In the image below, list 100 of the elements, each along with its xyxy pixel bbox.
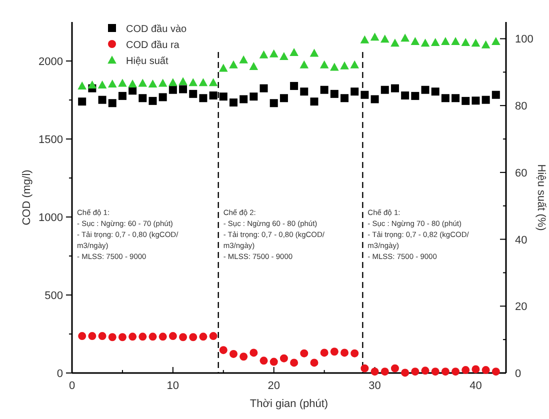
point: [360, 364, 369, 372]
y2-axis-title: Hiệu suất (%): [535, 164, 547, 231]
point: [98, 96, 106, 104]
point: [481, 40, 490, 48]
point: [219, 92, 228, 101]
point: [189, 90, 198, 98]
point: [370, 368, 379, 376]
point: [249, 62, 258, 70]
x-tick-label: 20: [268, 380, 280, 392]
point: [189, 333, 198, 342]
point: [471, 38, 480, 47]
point: [390, 84, 399, 92]
point: [128, 332, 137, 341]
point: [310, 48, 319, 57]
point: [78, 332, 86, 340]
point: [88, 332, 96, 340]
point: [168, 86, 177, 94]
point: [209, 91, 218, 100]
point: [209, 332, 218, 340]
point: [229, 350, 238, 358]
point: [380, 34, 390, 43]
point: [280, 94, 288, 102]
point: [300, 349, 308, 358]
point: [330, 90, 338, 98]
point: [390, 38, 400, 47]
point: [441, 94, 450, 102]
point: [482, 96, 490, 104]
point: [390, 364, 399, 372]
point: [370, 32, 380, 41]
point: [219, 346, 228, 354]
point: [421, 366, 430, 375]
legend-label: Hiệu suất: [126, 56, 168, 67]
y2-tick-label: 60: [515, 167, 528, 180]
point: [300, 88, 308, 96]
point: [461, 38, 470, 46]
point: [270, 99, 278, 108]
point: [441, 36, 450, 45]
point: [158, 332, 167, 341]
x-axis-title: Thời gian (phút): [250, 398, 328, 410]
point: [360, 35, 370, 44]
point: [240, 95, 248, 104]
point: [108, 99, 116, 108]
point: [430, 38, 440, 46]
x-tick-label: 10: [166, 380, 180, 392]
point: [431, 88, 440, 96]
point: [472, 365, 480, 374]
y2-tick-label: 40: [515, 234, 528, 246]
point: [340, 348, 349, 357]
point: [118, 333, 126, 342]
point: [118, 78, 127, 87]
point: [179, 333, 188, 342]
point: [290, 82, 298, 90]
point: [158, 93, 167, 102]
point: [340, 94, 349, 102]
point: [310, 98, 318, 106]
point: [78, 98, 86, 106]
y-tick-label: 1500: [38, 134, 63, 146]
point: [108, 333, 116, 342]
point: [229, 60, 238, 68]
point: [179, 85, 188, 94]
point: [441, 368, 450, 376]
y-tick-label: 2000: [38, 56, 63, 68]
point: [462, 366, 470, 374]
point: [138, 78, 148, 87]
point: [118, 92, 126, 100]
point: [451, 36, 460, 45]
point: [340, 61, 349, 70]
point: [300, 60, 309, 68]
point: [148, 79, 158, 88]
point: [472, 96, 480, 105]
point: [199, 332, 208, 341]
point: [320, 348, 328, 357]
point: [310, 358, 318, 367]
point: [280, 354, 288, 362]
point: [462, 96, 470, 105]
point: [401, 368, 410, 377]
point: [330, 348, 338, 356]
point: [148, 332, 157, 341]
point: [208, 78, 218, 86]
point: [98, 80, 107, 88]
y2-tick-label: 80: [515, 100, 528, 113]
point: [218, 64, 228, 72]
point: [320, 60, 329, 68]
point: [420, 38, 430, 47]
y-tick-label: 500: [44, 290, 63, 302]
point: [290, 48, 298, 56]
point: [401, 91, 410, 100]
point: [260, 356, 268, 365]
point: [431, 368, 440, 376]
y2-tick-label: 20: [515, 301, 528, 314]
point: [188, 78, 198, 86]
legend-label: COD đầu vào: [126, 24, 188, 35]
point: [198, 78, 208, 86]
point: [280, 52, 288, 60]
point: [370, 95, 379, 104]
point: [380, 86, 389, 94]
point: [259, 50, 268, 58]
point: [330, 62, 339, 71]
point: [452, 368, 460, 376]
point: [98, 332, 106, 340]
